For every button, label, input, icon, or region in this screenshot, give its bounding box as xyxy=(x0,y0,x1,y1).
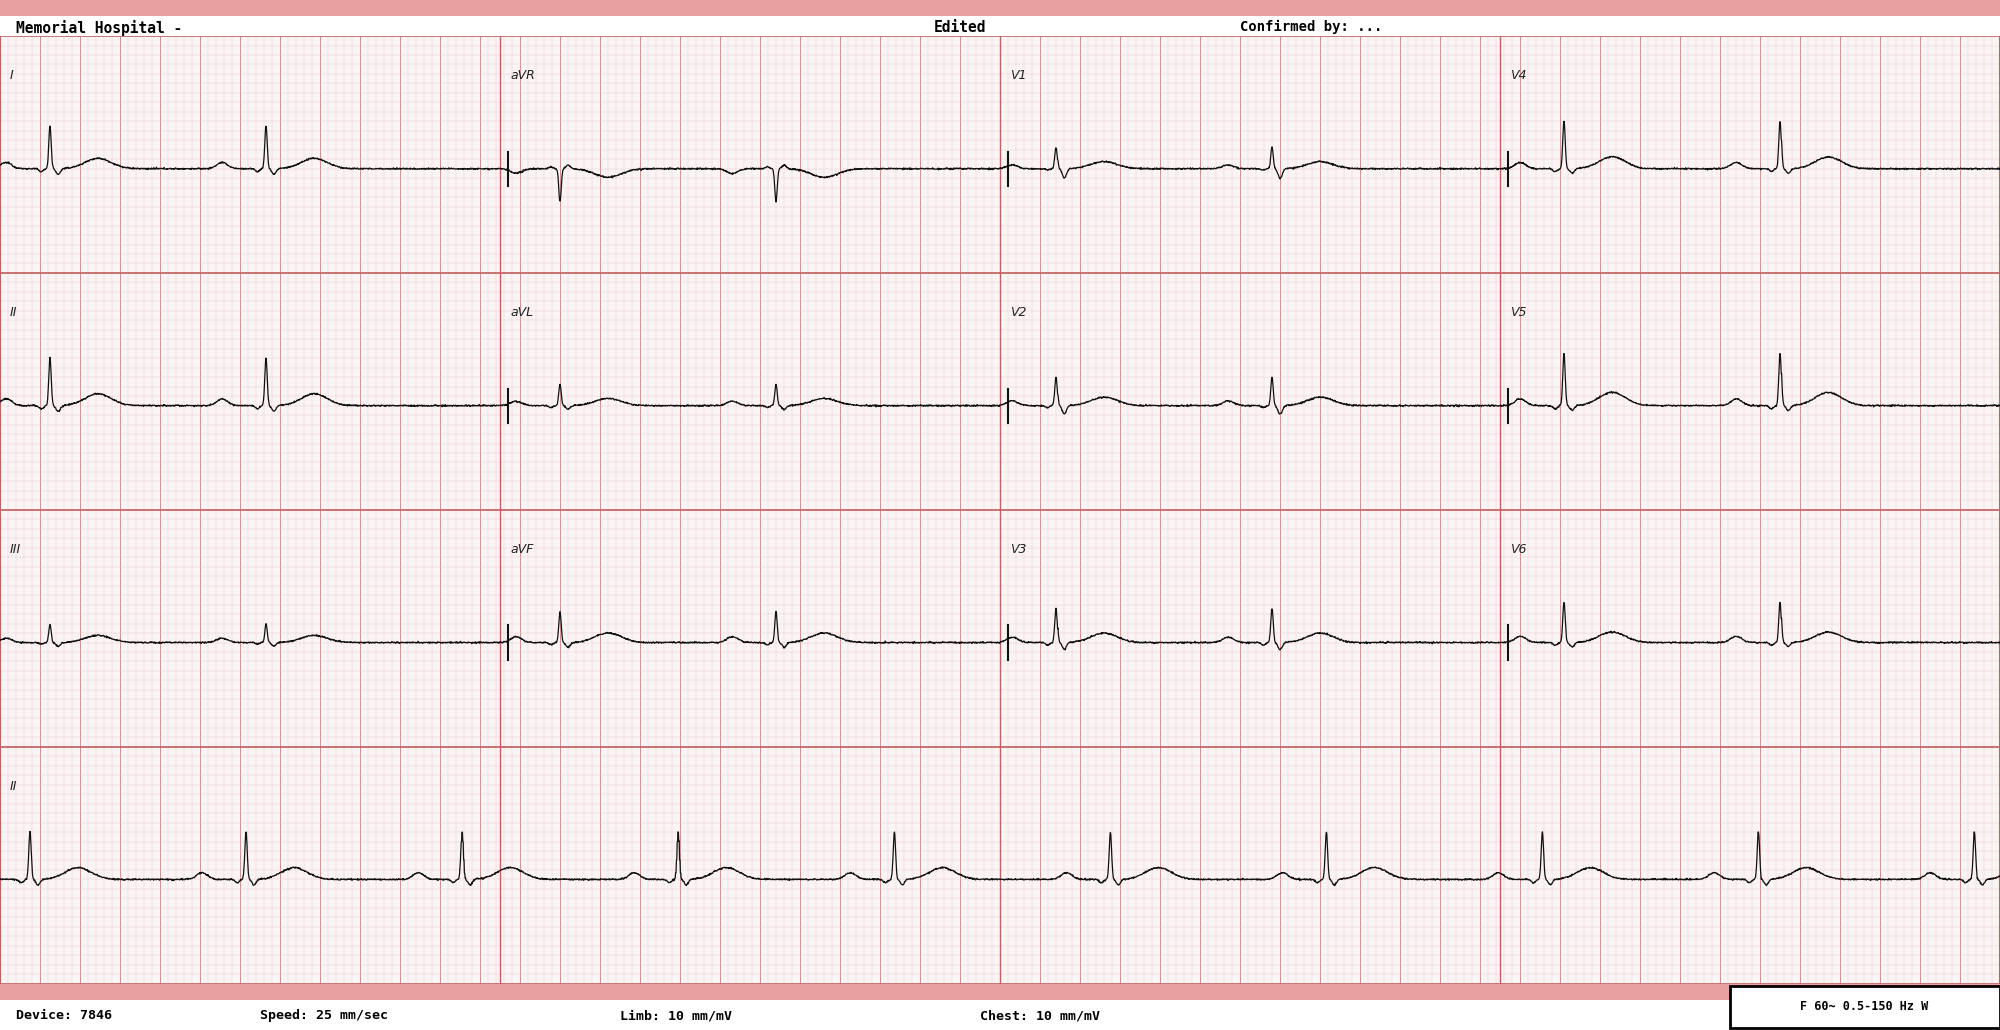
Text: V6: V6 xyxy=(1510,543,1526,556)
Text: II: II xyxy=(10,306,18,319)
Text: aVL: aVL xyxy=(510,306,534,319)
Text: Speed: 25 mm/sec: Speed: 25 mm/sec xyxy=(260,1009,388,1022)
Bar xyxy=(0,984,2000,1000)
Text: aVR: aVR xyxy=(510,69,534,82)
Text: Edited: Edited xyxy=(934,20,986,35)
Text: V3: V3 xyxy=(1010,543,1026,556)
Text: V1: V1 xyxy=(1010,69,1026,82)
Text: Memorial Hospital -: Memorial Hospital - xyxy=(16,20,182,36)
Text: V5: V5 xyxy=(1510,306,1526,319)
FancyBboxPatch shape xyxy=(1730,987,2000,1028)
Bar xyxy=(0,0,2000,16)
Text: I: I xyxy=(10,69,14,82)
Text: Confirmed by: ...: Confirmed by: ... xyxy=(1240,20,1382,34)
Text: Device: 7846: Device: 7846 xyxy=(16,1009,112,1022)
Text: III: III xyxy=(10,543,22,556)
Text: F 60~ 0.5-150 Hz W: F 60~ 0.5-150 Hz W xyxy=(1800,1000,1928,1014)
Text: aVF: aVF xyxy=(510,543,534,556)
Text: V4: V4 xyxy=(1510,69,1526,82)
Text: Limb: 10 mm/mV: Limb: 10 mm/mV xyxy=(620,1009,732,1022)
Text: Chest: 10 mm/mV: Chest: 10 mm/mV xyxy=(980,1009,1100,1022)
Text: V2: V2 xyxy=(1010,306,1026,319)
Text: II: II xyxy=(10,780,18,793)
